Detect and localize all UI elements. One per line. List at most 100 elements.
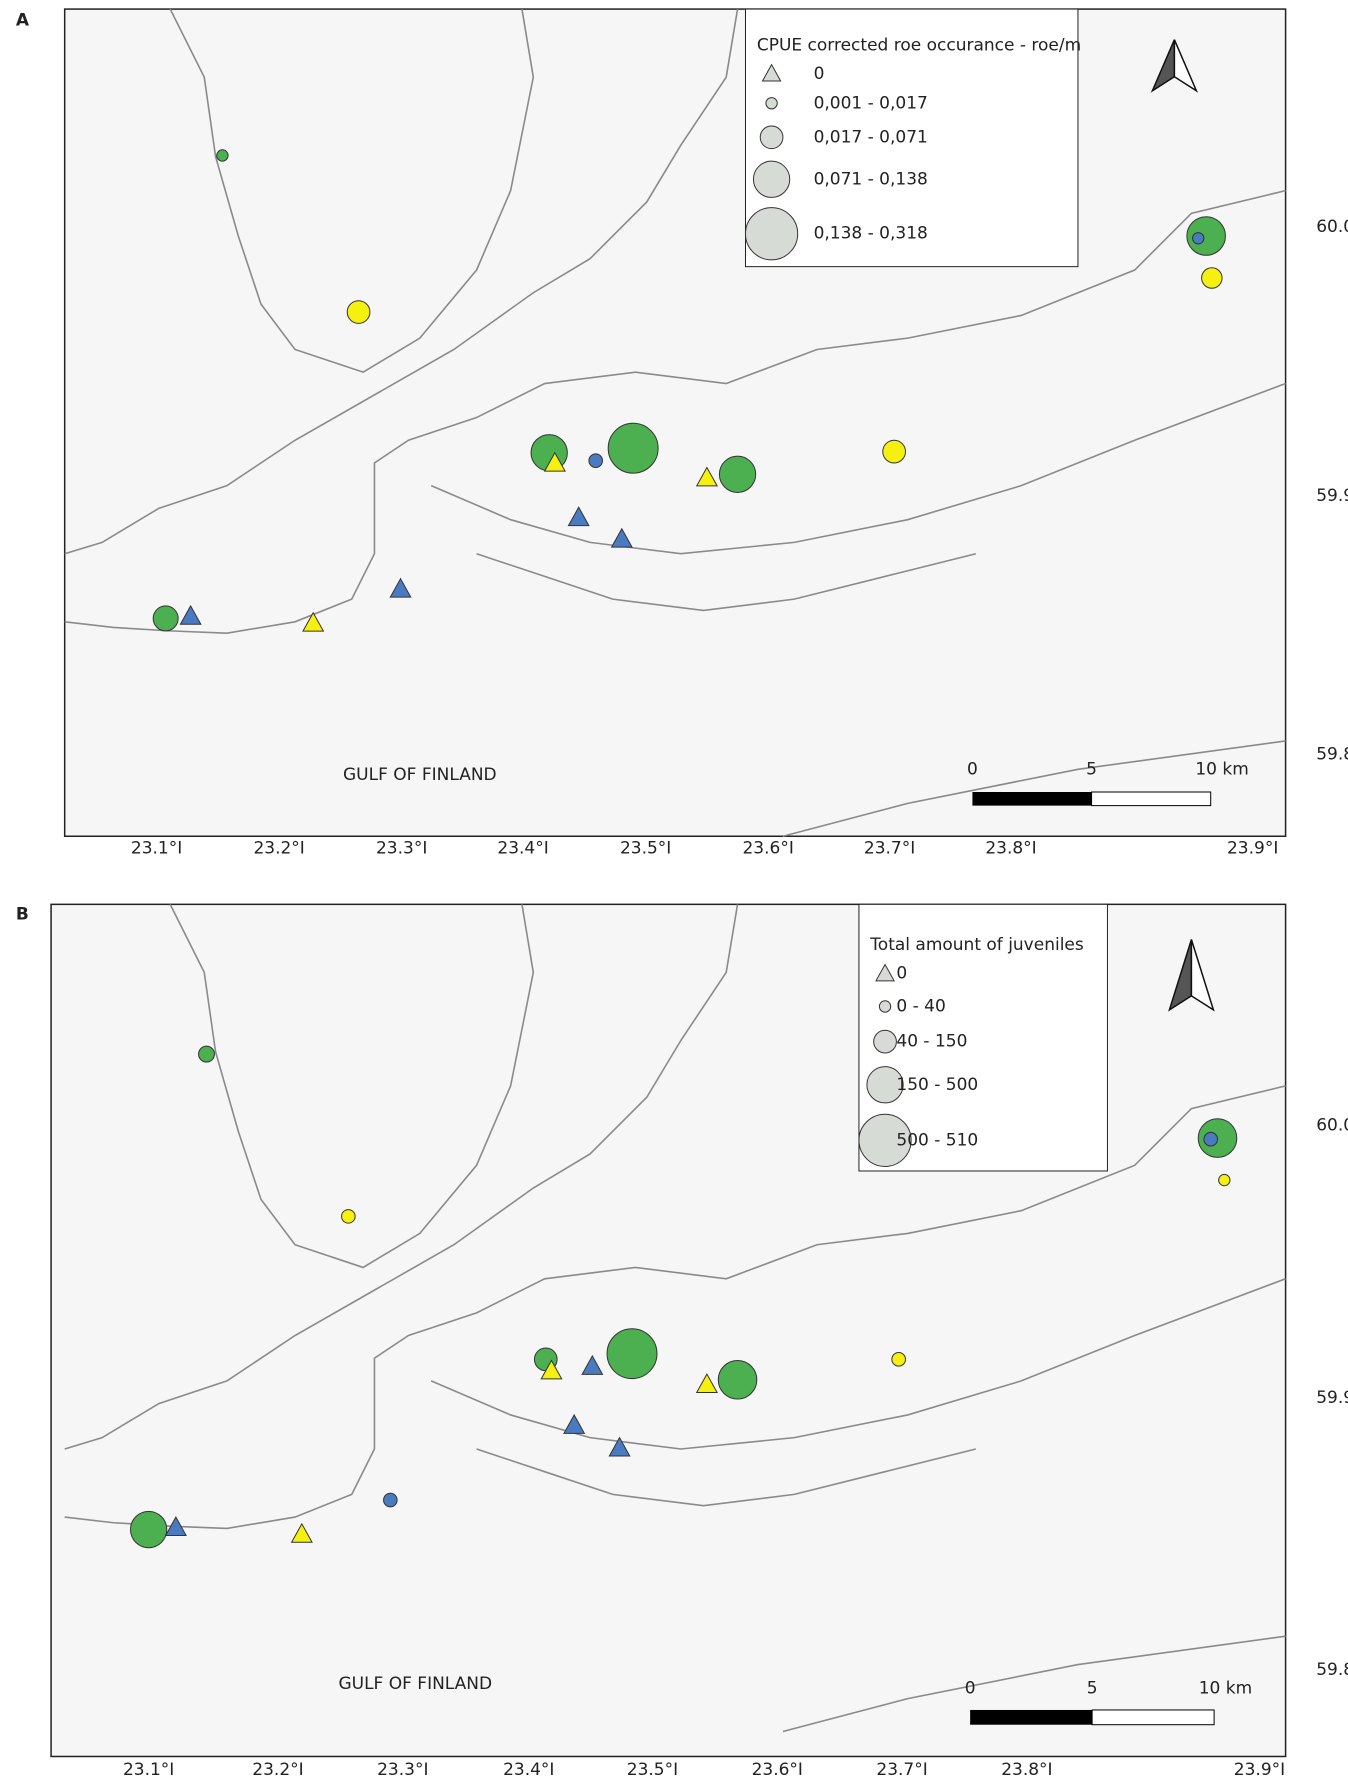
site-marker: [563, 1413, 586, 1434]
legend-label: 0,001 - 0,017: [814, 93, 928, 113]
site-marker: [341, 1209, 356, 1224]
legend-symbol: [761, 63, 782, 82]
site-marker: [389, 577, 412, 598]
site-marker: [346, 300, 371, 324]
site-marker: [1186, 216, 1226, 256]
scale-label: 10 km: [1199, 1678, 1252, 1698]
legend-label: 150 - 500: [896, 1075, 978, 1095]
longitude-label: 23.5°I: [627, 1760, 678, 1780]
coastline: [169, 903, 535, 1269]
sea-label: GULF OF FINLAND: [343, 765, 497, 785]
coastline: [169, 8, 535, 374]
legend-symbol: [752, 160, 791, 198]
latitude-label: 59.9°P: [1316, 486, 1348, 506]
longitude-label: 23.7°I: [864, 839, 915, 859]
scale-bar: [972, 792, 1092, 806]
site-marker: [543, 451, 566, 472]
longitude-label: 23.1°I: [123, 1760, 174, 1780]
site-marker: [152, 605, 179, 632]
scale-bar: [1091, 1709, 1215, 1726]
coastline: [476, 552, 977, 612]
site-marker: [610, 527, 633, 548]
coastline: [782, 740, 1286, 838]
site-marker: [129, 1510, 168, 1549]
north-arrow: [1190, 939, 1215, 1012]
legend-label: 0 - 40: [896, 996, 945, 1016]
site-marker: [607, 422, 659, 474]
legend-symbol: [866, 1066, 904, 1104]
longitude-label: 23.9°I: [1234, 1760, 1285, 1780]
coastline: [430, 1278, 1286, 1450]
north-arrow: [1173, 39, 1199, 93]
site-marker: [608, 1436, 631, 1457]
map-panel: B 23.1°I 23.2°I 23.3°I 23.4°I 23.5°I 23.6°I 23.…: [16, 903, 1348, 1780]
site-marker: [179, 604, 202, 625]
latitude-label: 60.0°P: [1316, 1116, 1348, 1136]
legend-label: 40 - 150: [896, 1032, 967, 1052]
site-marker: [216, 149, 229, 162]
map-frame: [63, 8, 1287, 838]
legend-symbol: [858, 1113, 912, 1167]
coastline: [64, 904, 739, 1450]
panel-label: A: [16, 10, 30, 30]
site-marker: [1192, 232, 1205, 245]
longitude-label: 23.4°I: [503, 1760, 554, 1780]
coastline: [782, 1635, 1286, 1733]
coastline: [64, 1085, 1286, 1530]
legend-label: 0,138 - 0,318: [814, 224, 928, 244]
longitude-label: 23.8°I: [985, 839, 1036, 859]
site-marker: [581, 1354, 604, 1375]
site-marker: [695, 466, 718, 487]
latitude-label: 59.8°P: [1316, 745, 1348, 765]
legend-label: 500 - 510: [896, 1130, 978, 1150]
legend-label: 0: [896, 964, 907, 984]
legend-label: 0,017 - 0,071: [814, 127, 928, 147]
scale-label: 0: [965, 1678, 976, 1698]
longitude-label: 23.6°I: [752, 1760, 803, 1780]
coastline: [476, 1448, 977, 1507]
site-marker: [164, 1516, 187, 1536]
legend-symbol: [878, 1000, 892, 1013]
longitude-label: 23.5°I: [620, 839, 671, 859]
scale-label: 5: [1087, 1678, 1098, 1698]
longitude-label: 23.7°I: [876, 1760, 927, 1780]
longitude-label: 23.3°I: [376, 839, 427, 859]
coastline: [64, 189, 1286, 634]
legend-symbol: [765, 97, 778, 110]
legend-title: Total amount of juveniles: [869, 935, 1084, 955]
site-marker: [718, 455, 757, 493]
site-marker: [1218, 1173, 1231, 1187]
latitude-label: 59.8°P: [1316, 1660, 1348, 1680]
legend-symbol: [875, 963, 895, 982]
site-marker: [198, 1045, 215, 1063]
latitude-label: 59.9°P: [1316, 1388, 1348, 1408]
legend-symbol: [759, 125, 784, 150]
site-marker: [606, 1328, 658, 1380]
longitude-label: 23.1°I: [131, 839, 182, 859]
site-marker: [290, 1522, 313, 1543]
site-marker: [383, 1492, 398, 1508]
legend-label: 0: [814, 64, 825, 84]
legend-title: CPUE corrected roe occurance - roe/m: [757, 35, 1081, 55]
site-marker: [891, 1352, 906, 1367]
legend-symbol: [744, 207, 799, 261]
longitude-label: 23.2°I: [253, 839, 304, 859]
site-marker: [567, 506, 590, 527]
legend-symbol: [873, 1029, 897, 1054]
scale-label: 5: [1086, 759, 1097, 779]
map-panel: A 23.1°I 23.2°I 23.3°I 23.4°I 23.5°I 23.6°I 23.…: [16, 8, 1348, 859]
latitude-label: 60.0°P: [1316, 217, 1348, 237]
site-marker: [717, 1359, 758, 1400]
longitude-label: 23.8°I: [1001, 1760, 1052, 1780]
site-marker: [1201, 267, 1223, 289]
scale-bar: [970, 1709, 1093, 1725]
scale-label: 10 km: [1195, 759, 1248, 779]
site-marker: [882, 439, 906, 464]
scale-label: 0: [967, 759, 978, 779]
longitude-label: 23.9°I: [1227, 839, 1278, 859]
longitude-label: 23.2°I: [252, 1760, 303, 1780]
site-marker: [695, 1373, 718, 1393]
site-marker: [1203, 1131, 1219, 1147]
sea-label: GULF OF FINLAND: [338, 1674, 492, 1694]
longitude-label: 23.4°I: [497, 839, 548, 859]
